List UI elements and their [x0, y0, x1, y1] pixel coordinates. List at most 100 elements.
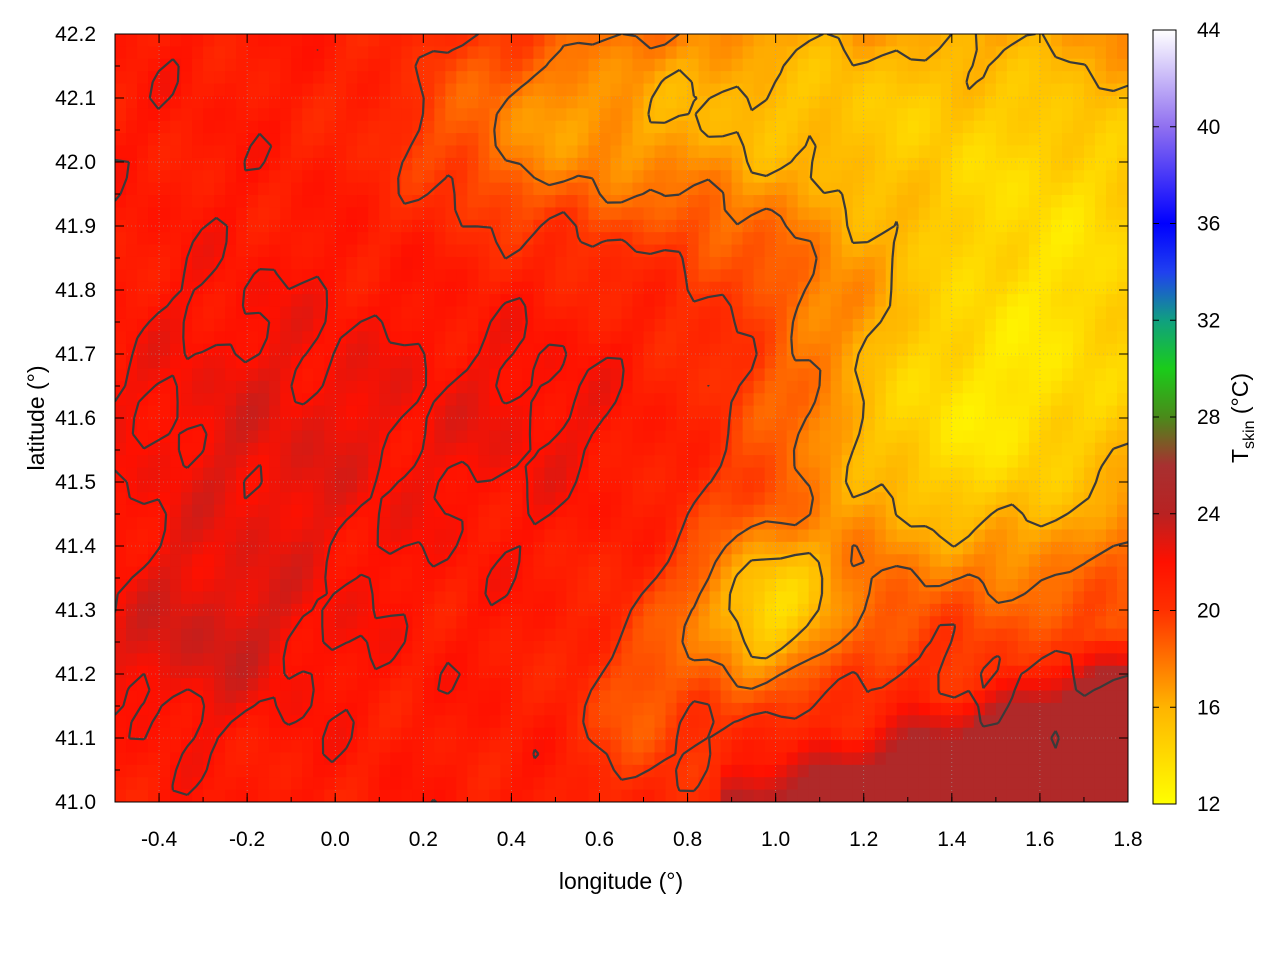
field-cell	[368, 170, 380, 184]
field-cell	[148, 467, 160, 481]
field-cell	[775, 405, 788, 419]
field-cell	[984, 566, 997, 580]
field-cell	[555, 145, 568, 159]
field-cell	[1061, 640, 1074, 654]
field-cell	[159, 182, 171, 196]
field-cell	[1105, 120, 1118, 134]
field-cell	[907, 442, 920, 456]
field-cell	[885, 34, 898, 47]
field-cell	[445, 83, 457, 97]
field-cell	[1094, 541, 1107, 555]
field-cell	[1116, 133, 1128, 147]
field-cell	[137, 34, 149, 47]
field-cell	[324, 195, 336, 209]
field-cell	[522, 430, 535, 444]
field-cell	[335, 343, 347, 357]
field-cell	[181, 145, 193, 159]
field-cell	[907, 393, 920, 407]
field-cell	[1116, 393, 1128, 407]
field-cell	[918, 418, 931, 431]
field-cell	[401, 418, 413, 431]
field-cell	[654, 380, 667, 394]
field-cell	[786, 380, 799, 394]
field-cell	[555, 467, 568, 481]
field-cell	[181, 170, 193, 184]
field-cell	[302, 529, 314, 543]
field-cell	[401, 504, 413, 518]
field-cell	[368, 678, 380, 692]
field-cell	[698, 145, 711, 159]
field-cell	[1050, 133, 1063, 147]
field-cell	[984, 244, 997, 258]
field-cell	[863, 95, 876, 109]
field-cell	[192, 554, 204, 568]
field-cell	[819, 356, 832, 370]
field-cell	[522, 133, 535, 147]
field-cell	[236, 579, 248, 593]
field-cell	[775, 269, 788, 283]
field-cell	[786, 232, 799, 246]
field-cell	[214, 294, 226, 308]
field-cell	[885, 331, 898, 345]
field-cell	[1017, 591, 1030, 605]
field-cell	[280, 665, 292, 679]
field-cell	[291, 665, 303, 679]
field-cell	[698, 566, 711, 580]
field-cell	[588, 653, 601, 667]
field-cell	[1105, 195, 1118, 209]
field-cell	[599, 46, 612, 60]
field-cell	[841, 71, 854, 85]
field-cell	[907, 430, 920, 444]
field-cell	[599, 405, 612, 419]
field-cell	[753, 579, 766, 593]
field-cell	[885, 71, 898, 85]
field-cell	[665, 640, 678, 654]
field-cell	[1105, 616, 1118, 630]
field-cell	[324, 294, 336, 308]
field-cell	[1083, 71, 1096, 85]
field-cell	[511, 640, 523, 654]
field-cell	[1072, 628, 1085, 642]
field-cell	[632, 442, 645, 456]
field-cell	[918, 640, 931, 654]
field-cell	[786, 120, 799, 134]
field-cell	[346, 182, 358, 196]
field-cell	[412, 219, 424, 233]
field-cell	[907, 579, 920, 593]
field-cell	[665, 182, 678, 196]
field-cell	[599, 566, 612, 580]
field-cell	[962, 120, 975, 134]
field-cell	[808, 455, 821, 469]
field-cell	[291, 690, 303, 704]
field-cell	[489, 368, 501, 382]
field-cell	[665, 95, 678, 109]
field-cell	[654, 418, 667, 431]
field-cell	[467, 256, 479, 270]
field-cell	[181, 418, 193, 431]
field-cell	[1050, 120, 1063, 134]
field-cell	[1105, 108, 1118, 122]
field-cell	[588, 455, 601, 469]
field-cell	[863, 306, 876, 320]
field-cell	[995, 356, 1008, 370]
field-cell	[445, 492, 457, 506]
field-cell	[126, 207, 138, 221]
field-cell	[643, 170, 656, 184]
field-cell	[258, 554, 270, 568]
field-cell	[247, 244, 259, 258]
field-cell	[533, 120, 546, 134]
field-cell	[203, 702, 215, 716]
field-cell	[731, 232, 744, 246]
field-cell	[511, 529, 523, 543]
field-cell	[830, 145, 843, 159]
field-cell	[126, 640, 138, 654]
field-cell	[214, 380, 226, 394]
field-cell	[148, 504, 160, 518]
field-cell	[1039, 628, 1052, 642]
field-cell	[665, 504, 678, 518]
field-cell	[203, 665, 215, 679]
field-cell	[555, 46, 568, 60]
field-cell	[1094, 665, 1107, 679]
field-cell	[555, 195, 568, 209]
field-cell	[291, 541, 303, 555]
